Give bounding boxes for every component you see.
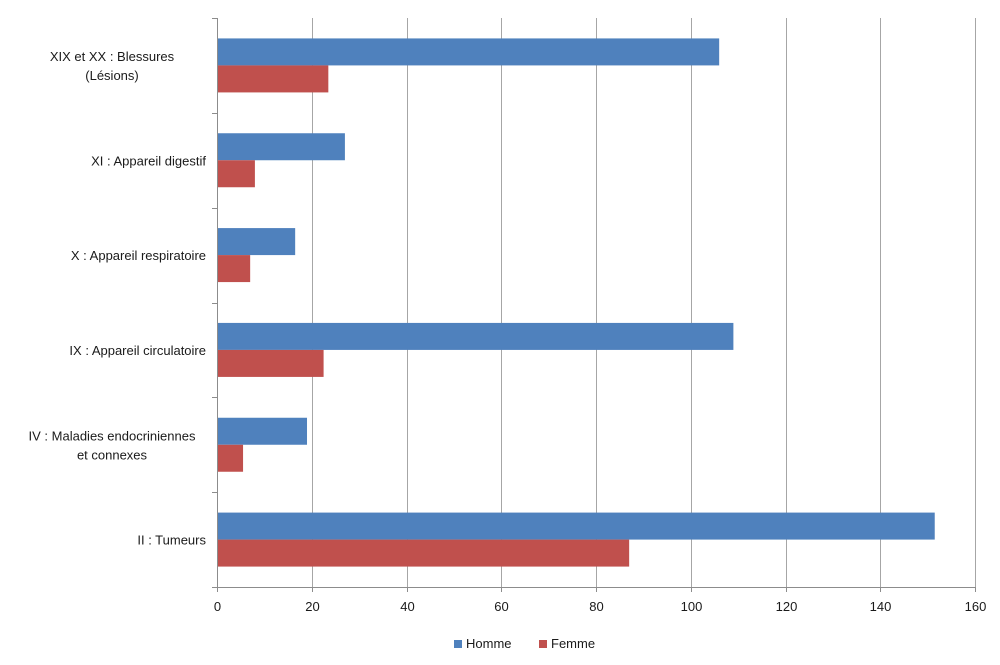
- bar-femme-0: [218, 65, 329, 93]
- x-tick-label-40: 40: [400, 599, 414, 614]
- bar-femme-3: [218, 349, 324, 377]
- bar-homme-5: [218, 512, 935, 540]
- legend: Homme Femme: [454, 636, 595, 651]
- x-tick-label-140: 140: [870, 599, 892, 614]
- bar-homme-0: [218, 38, 720, 66]
- x-tick-label-100: 100: [681, 599, 703, 614]
- x-tick-label-60: 60: [494, 599, 508, 614]
- legend-swatch-homme: [454, 640, 462, 648]
- bar-femme-2: [218, 255, 251, 283]
- bar-femme-1: [218, 160, 255, 188]
- x-tick-label-0: 0: [214, 599, 221, 614]
- legend-label-homme: Homme: [466, 636, 512, 651]
- category-label-1: XI : Appareil digestif: [91, 153, 206, 168]
- category-labels: XIX et XX : Blessures (Lésions) XI : Appar…: [29, 49, 207, 548]
- bars: [218, 38, 935, 567]
- x-tick-label-20: 20: [305, 599, 319, 614]
- bar-homme-3: [218, 322, 734, 350]
- grid-lines: [312, 18, 976, 587]
- category-label-2: X : Appareil respiratoire: [71, 248, 206, 263]
- x-tick-label-120: 120: [776, 599, 798, 614]
- bar-homme-2: [218, 228, 296, 256]
- bar-femme-4: [218, 444, 244, 472]
- category-label-5: II : Tumeurs: [137, 533, 206, 548]
- bar-homme-1: [218, 133, 345, 161]
- legend-swatch-femme: [539, 640, 547, 648]
- axes: [212, 18, 976, 592]
- bar-femme-5: [218, 539, 630, 567]
- category-label-4: IV : Maladies endocriniennes et connexes: [29, 428, 196, 462]
- legend-label-femme: Femme: [551, 636, 595, 651]
- x-tick-label-80: 80: [589, 599, 603, 614]
- category-label-3: IX : Appareil circulatoire: [69, 343, 206, 358]
- category-label-0: XIX et XX : Blessures (Lésions): [50, 49, 175, 83]
- tick-labels: 0 20 40 60 80 100 120 140 160: [214, 599, 986, 614]
- bar-homme-4: [218, 417, 308, 445]
- x-tick-label-160: 160: [965, 599, 987, 614]
